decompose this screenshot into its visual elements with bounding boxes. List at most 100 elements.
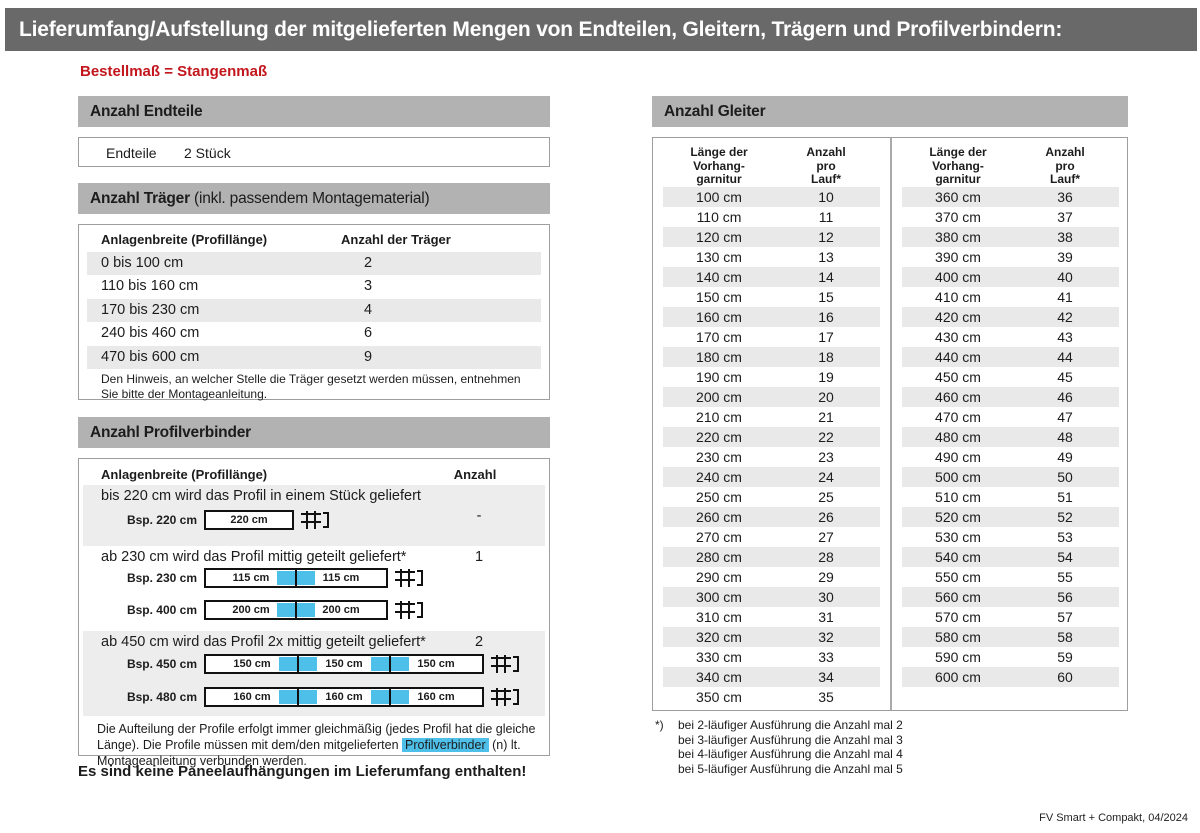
gleiter-cell-length: 520 cm [935,509,981,525]
gleiter-cell-length: 580 cm [935,629,981,645]
profile-bar-diagram: 115 cm 115 cm [204,568,388,588]
gleiter-row: 160 cm 16 [663,307,880,327]
gleiter-row: 580 cm 58 [902,627,1119,647]
gleiter-row: 560 cm 56 [902,587,1119,607]
gleiter-cell-length: 100 cm [696,189,742,205]
pv-note-after: (n) lt. Montageanleitung verbunden werde… [97,738,521,768]
order-measure-note: Bestellmaß = Stangenmaß [80,63,268,80]
pv-group: ab 450 cm wird das Profil 2x mittig gete… [83,631,545,716]
pv-group: ab 230 cm wird das Profil mittig geteilt… [83,546,545,631]
profile-joint-line [297,688,299,706]
gleiter-row: 300 cm 30 [663,587,880,607]
gleiter-cell-length: 230 cm [696,449,742,465]
gleiter-footnotes: *) bei 2-läufiger Ausführung die Anzahl m… [655,718,903,776]
gleiter-cell-length: 400 cm [935,269,981,285]
gleiter-cell-count: 18 [818,349,834,365]
gleiter-col-length-header-line: garnitur [935,172,981,186]
gleiter-cell-count: 59 [1057,649,1073,665]
gleiter-cell-length: 160 cm [696,309,742,325]
traeger-cell-count: 2 [364,255,373,271]
section-header-gleiter: Anzahl Gleiter [652,96,1128,127]
profile-joint-line [295,601,297,619]
gleiter-cell-length: 190 cm [696,369,742,385]
gleiter-row: 130 cm 13 [663,247,880,267]
gleiter-cell-length: 220 cm [696,429,742,445]
gleiter-cell-length: 530 cm [935,529,981,545]
gleiter-right-col-length-header: Länge der Vorhang-garnitur [892,145,1024,187]
pv-example-row: Bsp. 220 cm 220 cm [101,509,330,531]
gleiter-cell-length: 440 cm [935,349,981,365]
pv-group-text: ab 450 cm wird das Profil 2x mittig gete… [101,634,426,650]
gleiter-cell-length: 320 cm [696,629,742,645]
gleiter-row: 460 cm 46 [902,387,1119,407]
gleiter-cell-length: 170 cm [696,329,742,345]
gleiter-cell-count: 33 [818,649,834,665]
gleiter-cell-length: 560 cm [935,589,981,605]
pv-example-label: Bsp. 450 cm [126,657,197,671]
gleiter-row: 550 cm 55 [902,567,1119,587]
gleiter-cell-length: 330 cm [696,649,742,665]
pv-note-before: Die Aufteilung der Profile erfolgt immer… [97,722,536,752]
gleiter-col-length-header-line: Länge der [690,145,748,159]
pv-example-label: Bsp. 220 cm [126,513,197,527]
gleiter-row: 440 cm 44 [902,347,1119,367]
footnote-line: *) bei 2-läufiger Ausführung die Anzahl m… [655,718,903,732]
gleiter-cell-count: 13 [818,249,834,265]
pv-example-row: Bsp. 400 cm 200 cm 200 cm [101,599,424,621]
gleiter-row: 200 cm 20 [663,387,880,407]
gleiter-table-left: Länge der Vorhang-garnitur Anzahl pro Lauf*… [653,138,890,710]
gleiter-table-right: Länge der Vorhang-garnitur Anzahl pro Lauf*… [892,138,1129,710]
pv-note: Die Aufteilung der Profile erfolgt immer… [97,721,552,769]
gleiter-cell-length: 110 cm [696,209,742,225]
gleiter-cell-length: 210 cm [696,409,742,425]
pv-example-row: Bsp. 230 cm 115 cm 115 cm [101,567,424,589]
traeger-col-width-header: Anlagenbreite (Profillänge) [101,232,268,247]
gleiter-row: 180 cm 18 [663,347,880,367]
gleiter-cell-count: 19 [818,369,834,385]
gleiter-cell-count: 25 [818,489,834,505]
gleiter-row: 400 cm 40 [902,267,1119,287]
traeger-cell-count: 3 [364,278,373,295]
gleiter-row: 120 cm 12 [663,227,880,247]
gleiter-cell-length: 290 cm [696,569,742,585]
gleiter-cell-count: 40 [1057,269,1073,285]
gleiter-cell-length: 540 cm [935,549,981,565]
profile-bar-diagram: 150 cm 150 cm 150 cm [204,654,484,674]
profile-joint-line [295,569,297,587]
gleiter-cell-count: 23 [818,449,834,465]
gleiter-row: 240 cm 24 [663,467,880,487]
rail-cross-section-icon [301,511,329,529]
section-header-traeger: Anzahl Träger (inkl. passendem Montagema… [78,183,550,214]
gleiter-table: Länge der Vorhang-garnitur Anzahl pro Lauf*… [652,137,1128,711]
gleiter-cell-count: 58 [1057,629,1073,645]
gleiter-cell-length: 300 cm [696,589,742,605]
gleiter-row: 230 cm 23 [663,447,880,467]
endteile-box: Endteile 2 Stück [78,137,550,167]
gleiter-row: 330 cm 33 [663,647,880,667]
gleiter-row: 280 cm 28 [663,547,880,567]
gleiter-cell-count: 26 [818,509,834,525]
document-footer: FV Smart + Compakt, 04/2024 [1039,812,1188,824]
gleiter-col-length-header-line: Vorhang- [932,158,984,173]
gleiter-col-count-header-line: Lauf* [811,172,841,186]
gleiter-cell-count: 34 [818,669,834,685]
profile-joint-line [389,655,391,673]
gleiter-cell-count: 50 [1057,469,1073,485]
gleiter-row: 170 cm 17 [663,327,880,347]
gleiter-row: 390 cm 39 [902,247,1119,267]
gleiter-cell-length: 360 cm [935,189,981,205]
gleiter-cell-count: 30 [818,589,834,605]
gleiter-cell-length: 490 cm [935,449,981,465]
gleiter-row: 360 cm 36 [902,187,1119,207]
traeger-cell-count: 6 [364,325,373,342]
gleiter-row: 140 cm 14 [663,267,880,287]
gleiter-row: 590 cm 59 [902,647,1119,667]
pv-group-count: - [476,507,482,524]
gleiter-cell-count: 35 [818,689,834,705]
gleiter-cell-length: 500 cm [935,469,981,485]
gleiter-cell-count: 10 [818,189,834,205]
gleiter-cell-count: 32 [818,629,834,645]
pv-col-width-header: Anlagenbreite (Profillänge) [101,467,268,482]
gleiter-cell-length: 270 cm [696,529,742,545]
gleiter-row: 530 cm 53 [902,527,1119,547]
